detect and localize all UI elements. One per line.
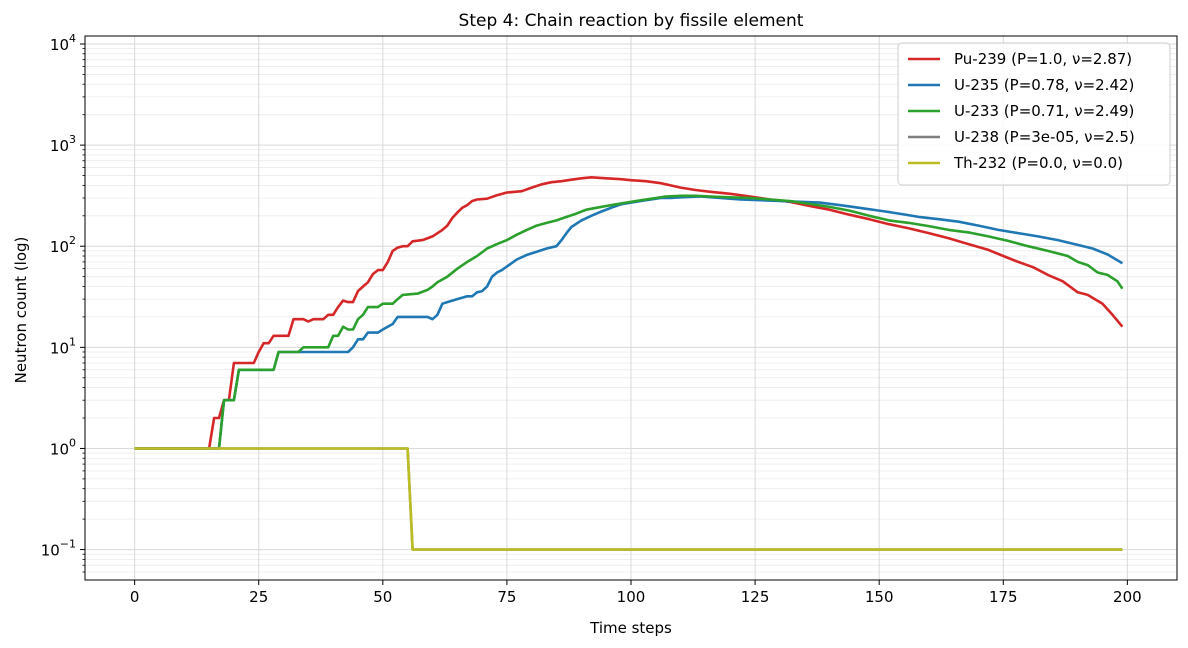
y-tick-label: 103 [50, 133, 76, 155]
x-tick-label: 75 [497, 588, 516, 606]
x-tick-label: 200 [1113, 588, 1142, 606]
series-line-3 [134, 447, 1123, 551]
x-tick-label: 150 [865, 588, 894, 606]
x-tick-label: 0 [130, 588, 140, 606]
series-line-0 [134, 176, 1124, 450]
legend-entry: U-235 (P=0.78, ν=2.42) [954, 76, 1134, 94]
y-tick-label: 100 [50, 436, 76, 458]
y-axis-label: Neutron count (log) [12, 237, 30, 384]
legend: Pu-239 (P=1.0, ν=2.87) U-235 (P=0.78, ν=2… [897, 42, 1171, 186]
y-tick-label: 10−1 [41, 538, 76, 560]
plot-lines [134, 176, 1124, 551]
legend-entry: Th-232 (P=0.0, ν=0.0) [953, 154, 1123, 172]
x-tick-label: 25 [249, 588, 268, 606]
x-axis-label: Time steps [589, 619, 672, 637]
series-line-2 [134, 194, 1124, 450]
series-line-1 [134, 195, 1124, 450]
y-tick-label: 104 [50, 32, 76, 54]
x-tick-label: 100 [617, 588, 646, 606]
legend-entry: U-238 (P=3e-05, ν=2.5) [954, 128, 1135, 146]
legend-box [897, 42, 1171, 186]
x-tick-label: 175 [989, 588, 1018, 606]
x-axis: 0 25 50 75 100 125 150 175 200 [130, 580, 1142, 606]
x-tick-label: 50 [373, 588, 392, 606]
series-line-4 [134, 447, 1123, 551]
legend-entry: Pu-239 (P=1.0, ν=2.87) [954, 50, 1132, 68]
legend-entry: U-233 (P=0.71, ν=2.49) [954, 102, 1134, 120]
y-tick-label: 102 [50, 234, 76, 256]
y-axis: 10−1 100 101 102 103 104 [41, 32, 85, 573]
x-tick-label: 125 [741, 588, 770, 606]
chart-title: Step 4: Chain reaction by fissile elemen… [459, 11, 804, 31]
y-tick-label: 101 [50, 335, 76, 357]
